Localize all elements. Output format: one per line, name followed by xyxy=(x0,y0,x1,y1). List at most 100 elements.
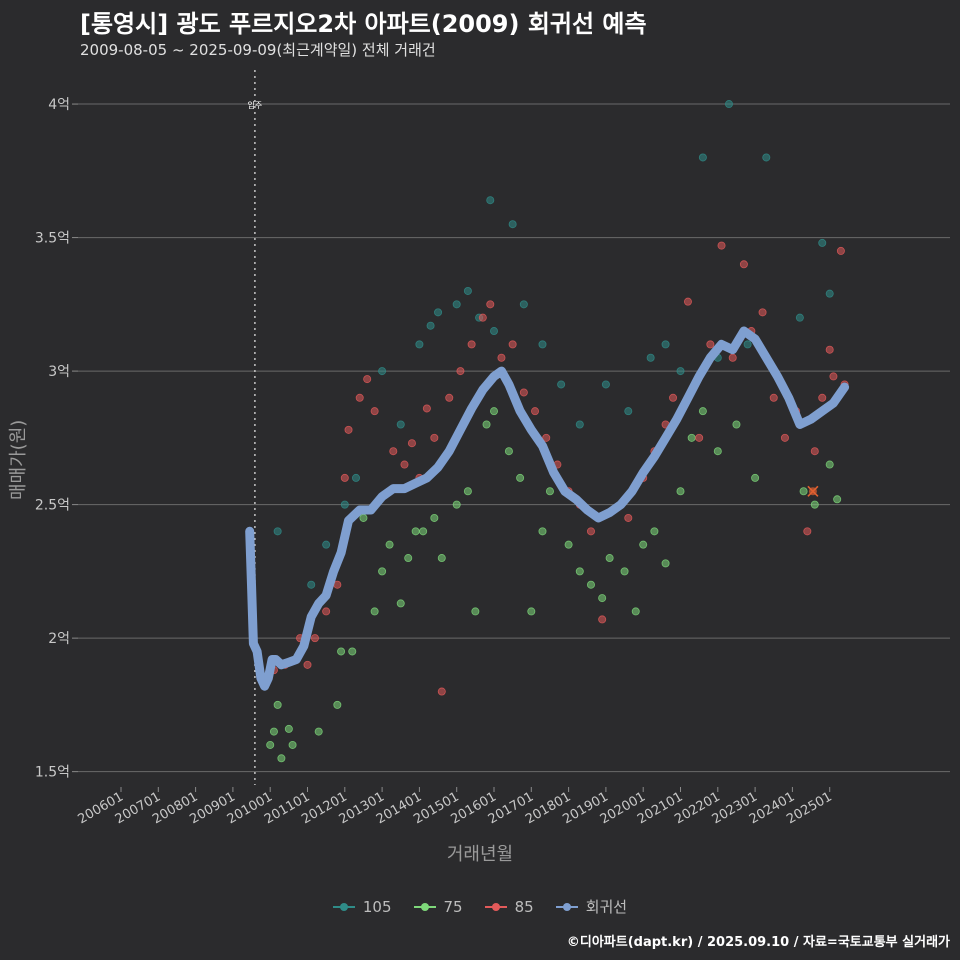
point-75 xyxy=(269,727,278,736)
legend-item-75[interactable]: 75 xyxy=(413,896,463,917)
x-axis-label: 거래년월 xyxy=(446,844,514,865)
point-85 xyxy=(598,615,607,624)
y-tick-label: 2억 xyxy=(48,631,70,647)
point-75 xyxy=(411,527,420,536)
point-85 xyxy=(531,407,540,416)
chart-subtitle: 2009-08-05 ~ 2025-09-09(최근계약일) 전체 거래건 xyxy=(80,41,436,59)
point-85 xyxy=(310,634,319,643)
point-105 xyxy=(452,300,461,309)
point-75 xyxy=(430,513,439,522)
point-85 xyxy=(486,300,495,309)
point-105 xyxy=(351,473,360,482)
point-85 xyxy=(624,513,633,522)
point-75 xyxy=(833,495,842,504)
point-75 xyxy=(545,487,554,496)
regression-line xyxy=(245,326,850,691)
point-85 xyxy=(706,340,715,349)
point-105 xyxy=(396,420,405,429)
point-75 xyxy=(463,487,472,496)
latest-cross-b xyxy=(807,485,819,497)
legend-item-85[interactable]: 85 xyxy=(484,896,534,917)
point-105 xyxy=(676,367,685,376)
point-75 xyxy=(489,407,498,416)
point-75 xyxy=(396,599,405,608)
point-75 xyxy=(333,700,342,709)
point-75 xyxy=(419,527,428,536)
point-85 xyxy=(508,340,517,349)
point-105 xyxy=(486,196,495,205)
point-75 xyxy=(404,554,413,563)
point-105 xyxy=(743,340,752,349)
point-85 xyxy=(389,447,398,456)
point-85 xyxy=(695,433,704,442)
point-75 xyxy=(825,460,834,469)
point-75 xyxy=(586,580,595,589)
point-85 xyxy=(407,439,416,448)
point-105 xyxy=(538,340,547,349)
point-75 xyxy=(598,594,607,603)
point-105 xyxy=(489,327,498,336)
point-85 xyxy=(467,340,476,349)
point-85 xyxy=(363,375,372,384)
point-75 xyxy=(504,447,513,456)
point-85 xyxy=(445,393,454,402)
legend-label-75: 75 xyxy=(443,897,463,916)
x-axis-ticks: 2006012007012008012009012010012011012012… xyxy=(76,787,835,827)
point-75 xyxy=(732,420,741,429)
y-axis-label: 매매가(원) xyxy=(8,419,29,500)
point-75 xyxy=(810,500,819,509)
point-105 xyxy=(825,289,834,298)
point-75 xyxy=(650,527,659,536)
point-75 xyxy=(527,607,536,616)
point-75 xyxy=(661,559,670,568)
point-105 xyxy=(307,580,316,589)
legend-item-regression[interactable]: 회귀선 xyxy=(555,896,627,917)
point-85 xyxy=(669,393,678,402)
point-105 xyxy=(762,153,771,162)
legend-key-105 xyxy=(332,901,355,913)
point-105 xyxy=(519,300,528,309)
point-105 xyxy=(818,238,827,247)
point-105 xyxy=(624,407,633,416)
point-75 xyxy=(337,647,346,656)
point-75 xyxy=(698,407,707,416)
y-tick-label: 3.5억 xyxy=(35,231,70,247)
point-75 xyxy=(639,540,648,549)
point-85 xyxy=(430,433,439,442)
point-85 xyxy=(456,367,465,376)
latest-marker xyxy=(807,485,819,497)
point-75 xyxy=(437,554,446,563)
point-75 xyxy=(575,567,584,576)
regression-path xyxy=(245,326,850,691)
point-105 xyxy=(724,100,733,109)
point-75 xyxy=(277,754,286,763)
point-105 xyxy=(463,286,472,295)
point-85 xyxy=(586,527,595,536)
point-85 xyxy=(344,425,353,434)
legend-item-105[interactable]: 105 xyxy=(332,896,392,917)
point-75 xyxy=(273,700,282,709)
point-105 xyxy=(557,380,566,389)
point-75 xyxy=(676,487,685,496)
point-85 xyxy=(340,473,349,482)
point-85 xyxy=(355,393,364,402)
point-75 xyxy=(605,554,614,563)
point-75 xyxy=(482,420,491,429)
point-75 xyxy=(751,473,760,482)
point-85 xyxy=(810,447,819,456)
point-105 xyxy=(273,527,282,536)
legend-label-85: 85 xyxy=(514,897,534,916)
point-85 xyxy=(437,687,446,696)
point-105 xyxy=(575,420,584,429)
point-75 xyxy=(620,567,629,576)
point-75 xyxy=(378,567,387,576)
point-85 xyxy=(717,241,726,250)
point-75 xyxy=(631,607,640,616)
point-75 xyxy=(564,540,573,549)
point-75 xyxy=(284,724,293,733)
legend-key-regression xyxy=(555,901,578,913)
point-75 xyxy=(471,607,480,616)
point-75 xyxy=(538,527,547,536)
point-105 xyxy=(378,367,387,376)
